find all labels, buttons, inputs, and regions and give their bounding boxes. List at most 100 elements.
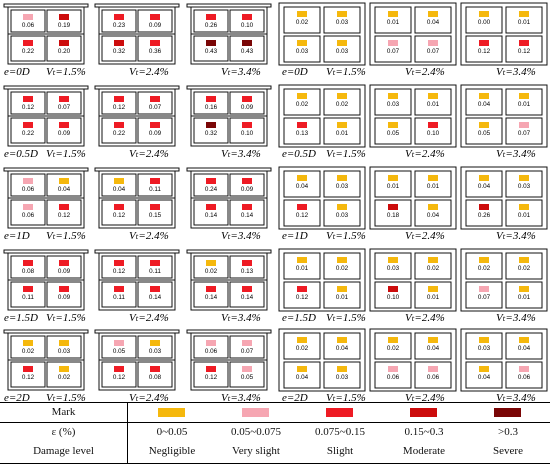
strain-value: 0.05 — [113, 348, 126, 355]
damage-marker — [337, 122, 347, 128]
volume-loss-label: Vₜ=2.4% — [405, 312, 445, 324]
room-box — [323, 170, 361, 198]
room-box — [229, 9, 265, 33]
room-box — [505, 281, 543, 309]
room-box — [374, 281, 412, 309]
damage-marker — [206, 260, 216, 266]
room-box — [505, 117, 543, 145]
strain-value: 0.01 — [518, 101, 531, 108]
room-box — [101, 199, 137, 226]
room-box — [414, 281, 452, 309]
damage-marker — [59, 340, 69, 346]
frame-outline — [369, 248, 457, 312]
room-box — [229, 361, 265, 388]
room-box — [323, 281, 361, 309]
room-box — [193, 335, 229, 359]
room-box — [229, 117, 265, 144]
strain-value: 0.04 — [58, 186, 71, 193]
strain-value: 0.03 — [336, 48, 349, 55]
frame-outline — [94, 85, 180, 147]
strain-value: 0.09 — [241, 104, 254, 111]
building-panel: 0.06 0.19 0.22 0.20 e=0D Vₜ=1.5% — [3, 3, 89, 78]
damage-marker — [23, 260, 33, 266]
strain-value: 0.04 — [113, 186, 126, 193]
frame-outline — [3, 167, 89, 229]
damage-marker — [519, 93, 529, 99]
room-box — [465, 199, 503, 227]
damage-marker — [297, 286, 307, 292]
frame-outline — [3, 329, 89, 391]
volume-loss-label: Vₜ=1.5% — [326, 312, 366, 324]
room-box — [505, 170, 543, 198]
room-box — [193, 35, 229, 62]
frame-outline — [278, 84, 366, 148]
frame-outline — [278, 248, 366, 312]
volume-loss-label: Vₜ=1.5% — [46, 312, 86, 324]
strain-value: 0.12 — [113, 268, 126, 275]
strain-value: 0.12 — [22, 104, 35, 111]
damage-marker — [337, 286, 347, 292]
strain-value: 0.12 — [205, 374, 218, 381]
strain-value: 0.22 — [22, 130, 35, 137]
frame-outline — [369, 2, 457, 66]
room-box — [10, 117, 46, 144]
building-panel: 0.12 0.07 0.22 0.09 e=0.5D Vₜ=1.5% — [3, 85, 89, 160]
strain-value: 0.03 — [518, 183, 531, 190]
room-box — [323, 6, 361, 34]
volume-loss-label: Vₜ=3.4% — [221, 148, 261, 160]
damage-marker — [114, 340, 124, 346]
damage-marker — [114, 178, 124, 184]
room-box — [137, 35, 173, 62]
damage-marker — [242, 340, 252, 346]
strain-value: 0.15 — [149, 212, 162, 219]
legend-range: 0.05~0.075 — [231, 426, 281, 438]
room-box — [46, 117, 82, 144]
strain-value: 0.02 — [518, 265, 531, 272]
damage-marker — [150, 40, 160, 46]
strain-value: 0.01 — [518, 19, 531, 26]
frame-outline — [186, 329, 272, 391]
room-box — [374, 170, 412, 198]
room-box — [137, 281, 173, 308]
strain-value: 0.18 — [387, 212, 400, 219]
damage-marker — [150, 178, 160, 184]
strain-value: 0.09 — [58, 268, 71, 275]
strain-value: 0.04 — [427, 345, 440, 352]
legend-level-name: Slight — [326, 445, 354, 457]
strain-value: 0.07 — [478, 294, 491, 301]
room-box — [101, 361, 137, 388]
damage-marker — [388, 175, 398, 181]
strain-value: 0.03 — [336, 212, 349, 219]
strain-value: 0.01 — [387, 19, 400, 26]
room-box — [229, 91, 265, 115]
strain-value: 0.14 — [205, 212, 218, 219]
legend-level-name: Moderate — [402, 445, 446, 457]
room-box — [193, 91, 229, 115]
frame-outline — [3, 3, 89, 65]
building-panel: 0.26 0.10 0.43 0.43 Vₜ=3.4% — [186, 3, 272, 78]
legend-swatch — [242, 408, 269, 417]
legend-swatch — [326, 408, 353, 417]
damage-marker — [242, 14, 252, 20]
eccentricity-label: e=1D — [282, 230, 308, 242]
strain-value: 0.01 — [296, 265, 309, 272]
room-box — [283, 117, 321, 145]
strain-value: 0.06 — [427, 374, 440, 381]
strain-value: 0.02 — [22, 348, 35, 355]
room-box — [374, 88, 412, 116]
damage-marker — [242, 260, 252, 266]
room-box — [46, 91, 82, 115]
damage-marker — [428, 40, 438, 46]
damage-marker — [428, 337, 438, 343]
strain-value: 0.02 — [296, 19, 309, 26]
strain-value: 0.12 — [296, 212, 309, 219]
strain-value: 0.04 — [478, 374, 491, 381]
building-panel: 0.02 0.02 0.07 0.01 Vₜ=3.4% — [460, 248, 548, 324]
room-box — [323, 88, 361, 116]
strain-value: 0.04 — [296, 183, 309, 190]
volume-loss-label: Vₜ=3.4% — [496, 312, 536, 324]
damage-marker — [428, 93, 438, 99]
room-box — [505, 332, 543, 360]
building-panel: 0.23 0.09 0.32 0.36 Vₜ=2.4% — [94, 3, 180, 78]
room-box — [323, 361, 361, 389]
